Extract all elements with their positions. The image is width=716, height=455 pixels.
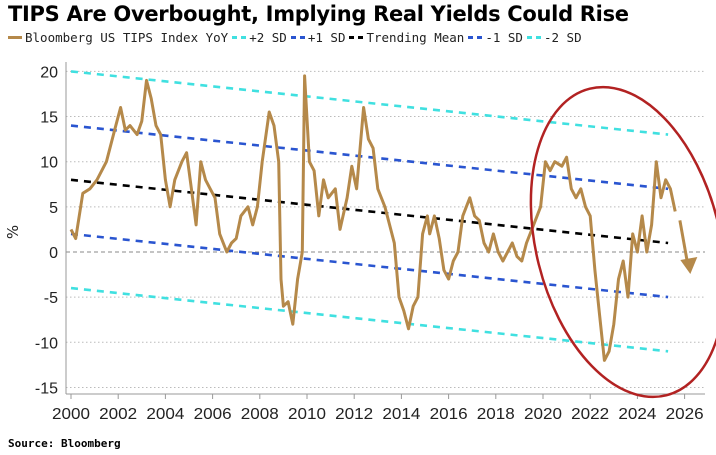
band-line--2-sd: [70, 286, 669, 353]
legend-label: -2 SD: [543, 30, 582, 45]
legend-swatch: [468, 36, 483, 39]
x-tick-label: 2016: [430, 406, 468, 423]
y-tick-label: 0: [49, 245, 58, 262]
x-tick-label: 2008: [241, 406, 279, 423]
y-tick-label: 15: [40, 110, 58, 127]
legend-item: +1 SD: [290, 30, 346, 45]
x-tick-label: 2020: [524, 406, 562, 423]
x-tick-label: 2012: [335, 406, 373, 423]
legend-swatch: [8, 36, 22, 39]
legend-swatch: [526, 36, 541, 39]
legend: Bloomberg US TIPS Index YoY +2 SD +1 SD Tre…: [8, 30, 586, 45]
arrow-down-icon: [680, 257, 698, 275]
x-tick-label: 2026: [666, 406, 704, 423]
y-tick-label: 10: [40, 155, 58, 172]
x-tick-label: 2024: [618, 406, 656, 423]
band-line--2-sd: [70, 70, 669, 136]
legend-label: +1 SD: [307, 30, 346, 45]
legend-item: Trending Mean: [349, 30, 464, 45]
y-tick-label: 5: [49, 200, 58, 217]
legend-swatch: [232, 36, 247, 39]
x-tick-label: 2018: [477, 406, 515, 423]
y-tick-label: -10: [35, 335, 58, 352]
legend-item: +2 SD: [232, 30, 287, 45]
x-tick-label: 2006: [194, 406, 232, 423]
legend-item: -2 SD: [526, 30, 582, 45]
x-tick-label: 2022: [571, 406, 609, 423]
legend-label: Trending Mean: [366, 30, 465, 45]
x-tick-label: 2000: [52, 406, 90, 423]
legend-item: -1 SD: [468, 30, 523, 45]
legend-item: Bloomberg US TIPS Index YoY: [8, 30, 228, 45]
x-tick-label: 2014: [382, 406, 420, 423]
x-tick-label: 2004: [146, 406, 184, 423]
legend-label: -1 SD: [485, 30, 523, 45]
highlight-ellipse: [529, 85, 716, 399]
y-tick-label: 20: [40, 64, 58, 81]
y-tick-label: -5: [44, 290, 58, 307]
y-axis-label: %: [4, 225, 22, 239]
chart-title: TIPS Are Overbought, Implying Real Yield…: [8, 2, 629, 26]
legend-label: +2 SD: [249, 30, 287, 45]
arrow-shaft: [678, 220, 689, 263]
band-line-trending-mean: [70, 178, 669, 245]
legend-swatch: [290, 36, 305, 39]
tips-yoy-line: [69, 74, 677, 362]
band-line--1-sd: [70, 232, 669, 299]
source-note: Source: Bloomberg: [8, 437, 121, 450]
legend-swatch: [349, 36, 364, 39]
x-tick-label: 2002: [99, 406, 137, 423]
x-tick-label: 2010: [288, 406, 326, 423]
y-tick-label: -15: [35, 380, 58, 397]
legend-label: Bloomberg US TIPS Index YoY: [25, 30, 229, 45]
